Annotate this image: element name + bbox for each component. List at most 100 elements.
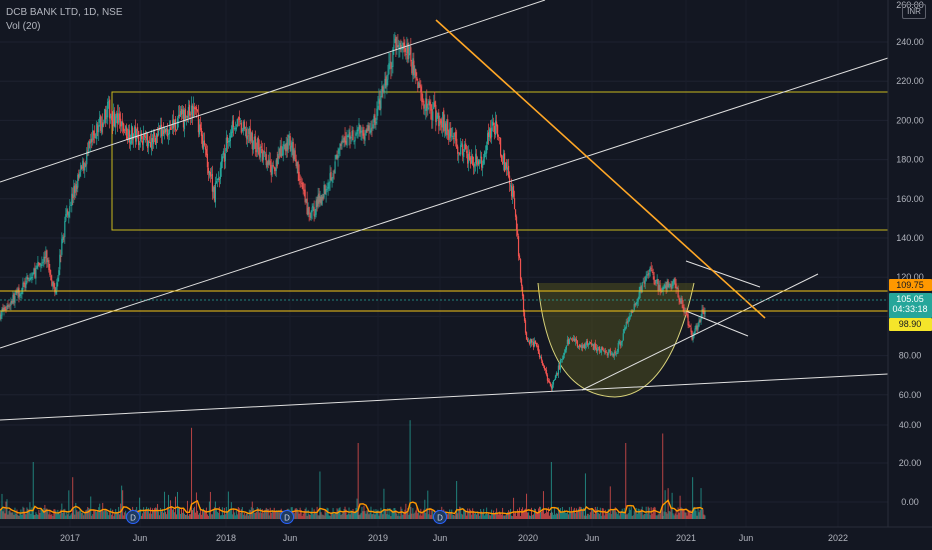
candle: [245, 121, 247, 145]
volume-bar: [511, 515, 513, 519]
time-axis-panel[interactable]: [0, 527, 932, 550]
candle-body: [311, 207, 313, 213]
candle-body: [699, 319, 701, 323]
volume-bar: [279, 510, 281, 519]
currency-label[interactable]: INR: [902, 4, 926, 19]
candle-body: [515, 216, 518, 230]
cup-outline[interactable]: [537, 282, 695, 398]
support-line[interactable]: [0, 373, 889, 421]
candle: [677, 285, 679, 299]
trendline-drawings[interactable]: [0, 0, 889, 421]
candle: [315, 196, 317, 218]
candle: [298, 164, 300, 185]
candle-body: [156, 134, 159, 137]
candle-body: [500, 154, 503, 162]
candle-body: [301, 183, 303, 184]
candle-body: [270, 164, 272, 176]
volume-bar: [572, 509, 574, 519]
candle-body: [188, 104, 191, 116]
dividend-marker-circle[interactable]: [280, 510, 294, 524]
volume-bar: [633, 510, 635, 519]
volume-bar: [82, 512, 84, 519]
candle-body: [433, 102, 435, 110]
volume-bar: [206, 514, 208, 519]
wedge-lower-line[interactable]: [685, 310, 749, 337]
candle-body: [91, 138, 93, 142]
candle-body: [273, 166, 275, 169]
volume-indicator-title[interactable]: Vol (20): [6, 21, 41, 32]
candle: [221, 153, 223, 169]
volume-bar: [193, 506, 195, 519]
dividend-marker[interactable]: D: [280, 510, 294, 524]
candle: [440, 118, 442, 131]
candle: [554, 374, 557, 380]
candle: [263, 142, 265, 157]
candle-body: [399, 43, 401, 50]
volume-bar: [226, 512, 228, 519]
candle: [30, 272, 32, 281]
volume-bar: [391, 509, 393, 519]
volume-bar: [675, 510, 677, 519]
candle-body: [316, 199, 318, 208]
candle-body: [293, 149, 295, 161]
volume-bar: [53, 509, 55, 519]
candle-body: [201, 134, 204, 148]
wedge-upper-line[interactable]: [685, 260, 761, 288]
candle-body: [620, 341, 622, 346]
candle: [682, 299, 684, 312]
volume-bar: [597, 512, 599, 519]
volume-bar: [231, 514, 233, 519]
dividend-marker-circle[interactable]: [433, 510, 447, 524]
candle: [330, 167, 332, 181]
downtrend-line[interactable]: [435, 19, 766, 319]
candle: [236, 118, 238, 128]
candle: [438, 109, 440, 135]
volume-bar: [610, 514, 612, 519]
volume-bar: [360, 512, 362, 519]
symbol-title[interactable]: DCB BANK LTD, 1D, NSE: [6, 7, 123, 18]
candle-body: [555, 372, 558, 376]
dividend-marker[interactable]: D: [433, 510, 447, 524]
channel-upper-line[interactable]: [0, 0, 546, 183]
candle-body: [279, 147, 281, 156]
candle: [433, 94, 435, 110]
dividend-marker-circle[interactable]: [126, 510, 140, 524]
candle-body: [562, 355, 565, 360]
volume-bar: [481, 511, 483, 519]
candle: [337, 147, 339, 167]
candle-body: [337, 155, 339, 159]
volume-bar: [534, 509, 536, 519]
volume-bar: [531, 507, 533, 519]
candle: [12, 290, 14, 305]
candle: [567, 337, 570, 346]
volume-bar: [642, 515, 644, 519]
candle-body: [269, 160, 271, 165]
candle: [297, 160, 299, 182]
candle: [355, 132, 357, 137]
candle: [28, 277, 30, 282]
candle-body: [506, 167, 509, 170]
candle-body: [392, 48, 394, 68]
candle: [587, 343, 589, 349]
cup-support-line[interactable]: [581, 273, 819, 391]
volume-bar: [71, 513, 73, 519]
candle: [372, 118, 374, 131]
candle-body: [220, 161, 222, 169]
volume-bar: [560, 512, 562, 519]
candle-body: [319, 196, 321, 202]
volume-bar: [312, 514, 314, 519]
current-price-badge-text: 105.05: [896, 294, 924, 304]
candle-body: [513, 198, 516, 210]
candle: [365, 128, 367, 136]
candle-body: [69, 206, 71, 213]
price-axis-panel[interactable]: [888, 0, 932, 550]
time-tick-label: 2019: [368, 533, 388, 543]
volume-bar: [396, 513, 398, 519]
volume-bar: [382, 514, 384, 519]
dividend-marker[interactable]: D: [126, 510, 140, 524]
volume-bar: [432, 510, 434, 519]
candle: [3, 304, 5, 316]
